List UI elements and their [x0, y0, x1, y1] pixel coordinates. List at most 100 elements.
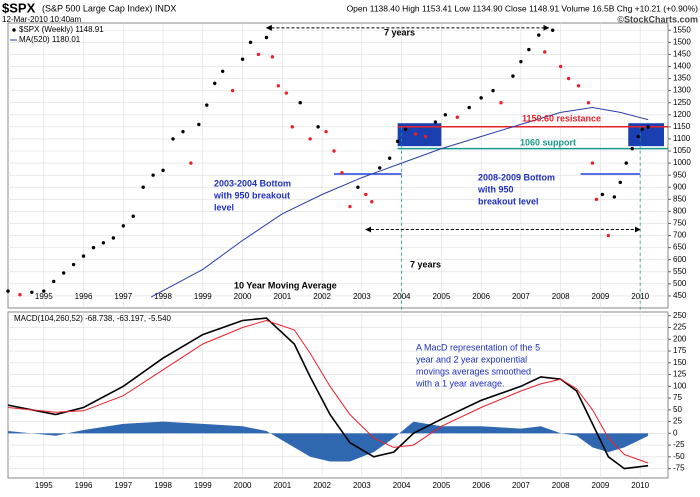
price-dot	[543, 50, 547, 54]
x-tick-label: 2006	[472, 481, 490, 490]
price-dot	[624, 161, 628, 165]
y-tick-label: 1550	[673, 25, 691, 34]
y-tick-label: 1500	[673, 37, 691, 46]
price-dot	[181, 129, 185, 134]
price-dot	[290, 125, 294, 129]
price-dot	[467, 105, 471, 110]
x-tick-label: 2006	[472, 292, 490, 301]
y-tick-label: 550	[673, 267, 687, 276]
x-tick-label: 1995	[35, 292, 53, 301]
y-tick-label: 225	[673, 323, 687, 332]
y-tick-label: 650	[673, 243, 687, 252]
y-tick-label: 100	[673, 381, 687, 390]
x-tick-label: 1998	[154, 481, 172, 490]
price-dot	[423, 134, 428, 139]
quote: Open 1138.40 High 1153.41 Low 1134.90 Cl…	[347, 3, 699, 13]
y-tick-label: 500	[673, 279, 687, 288]
price-dot	[332, 149, 336, 153]
x-tick-label: 2004	[393, 481, 411, 490]
x-tick-label: 2002	[313, 292, 331, 301]
price-dot	[618, 180, 622, 185]
price-dot	[491, 88, 495, 93]
macd-line	[7, 319, 649, 464]
brand: ©StockCharts.com	[617, 14, 698, 24]
y-tick-label: 1200	[673, 110, 691, 119]
price-dot	[364, 192, 368, 197]
price-dot	[230, 88, 235, 93]
annotation: 1150.60 resistance	[522, 113, 601, 123]
y-tick-label: 1400	[673, 62, 691, 71]
price-dot	[197, 122, 201, 127]
x-tick-label: 2001	[273, 292, 291, 301]
price-dot	[590, 161, 595, 165]
price-dot	[171, 137, 175, 141]
y-tick-label: 800	[673, 206, 687, 215]
price-dot	[443, 113, 448, 117]
annotation: 1060 support	[520, 137, 576, 147]
price-dot	[248, 40, 253, 45]
price-dot	[499, 101, 503, 105]
x-tick-label: 1997	[114, 292, 132, 301]
price-dot	[511, 74, 515, 78]
y-tick-label: 1000	[673, 158, 691, 167]
price-dot	[308, 137, 312, 141]
price-dot	[519, 59, 523, 64]
moving-average-line	[150, 106, 649, 298]
annotation: A MacD representation of the 5	[416, 342, 540, 352]
price-dot	[111, 236, 116, 240]
price-dot	[433, 120, 438, 124]
x-tick-label: 2003	[353, 481, 371, 490]
annotation: with 950	[477, 184, 514, 194]
price-dot	[61, 271, 66, 275]
x-tick-label: 1996	[75, 481, 93, 490]
price-dot	[316, 125, 320, 129]
x-tick-label: 2002	[313, 481, 331, 490]
y-tick-label: 1050	[673, 146, 691, 155]
price-dot	[403, 127, 408, 131]
x-tick-label: 2001	[273, 481, 291, 490]
price-dot	[324, 129, 328, 134]
price-dot	[586, 101, 591, 105]
price-dot	[413, 132, 418, 136]
y-tick-label: 750	[673, 219, 687, 228]
y-tick-label: 200	[673, 334, 687, 343]
price-dot	[284, 91, 289, 95]
macd-legend: MACD(104,260,52) -68.738, -63.197, -5.54…	[14, 314, 172, 323]
annotation: year and 2 year exponential	[416, 354, 527, 364]
x-tick-label: 2007	[512, 292, 530, 301]
x-tick-label: 1997	[114, 481, 132, 490]
price-dot	[550, 28, 555, 32]
price-dot	[18, 293, 22, 297]
price-dot	[606, 233, 611, 238]
x-tick-label: 2008	[552, 292, 570, 301]
highlight-box	[628, 123, 665, 147]
y-tick-label: 75	[673, 393, 682, 402]
index-name: (S&P 500 Large Cap Index) INDX	[42, 3, 176, 13]
price-dot	[161, 168, 165, 173]
price-dot	[348, 204, 352, 209]
price-dot	[537, 33, 541, 37]
highlight-box	[397, 123, 442, 147]
x-tick-label: 2010	[631, 481, 649, 490]
x-tick-label: 1995	[35, 481, 53, 490]
annotation: movings averages smoothed	[416, 366, 531, 376]
y-tick-label: 150	[673, 358, 687, 367]
y-tick-label: 50	[673, 405, 682, 414]
y-tick-label: 700	[673, 231, 687, 240]
x-tick-label: 1999	[194, 481, 212, 490]
annotation: 2003-2004 Bottom	[214, 178, 291, 188]
price-dot	[527, 47, 531, 52]
panel	[7, 22, 669, 309]
price-dot	[81, 254, 86, 258]
y-tick-label: 1300	[673, 86, 691, 95]
annotation: 10 Year Moving Average	[234, 280, 337, 290]
macd-line	[7, 317, 649, 470]
price-dot	[298, 101, 302, 105]
y-tick-label: 1100	[673, 134, 691, 143]
legend-label: MA(520) 1180.01	[19, 35, 81, 44]
symbol: $SPX	[2, 0, 36, 15]
annotation: with 950 breakout	[213, 190, 290, 200]
y-tick-label: 900	[673, 182, 687, 191]
x-tick-label: 2000	[234, 292, 252, 301]
